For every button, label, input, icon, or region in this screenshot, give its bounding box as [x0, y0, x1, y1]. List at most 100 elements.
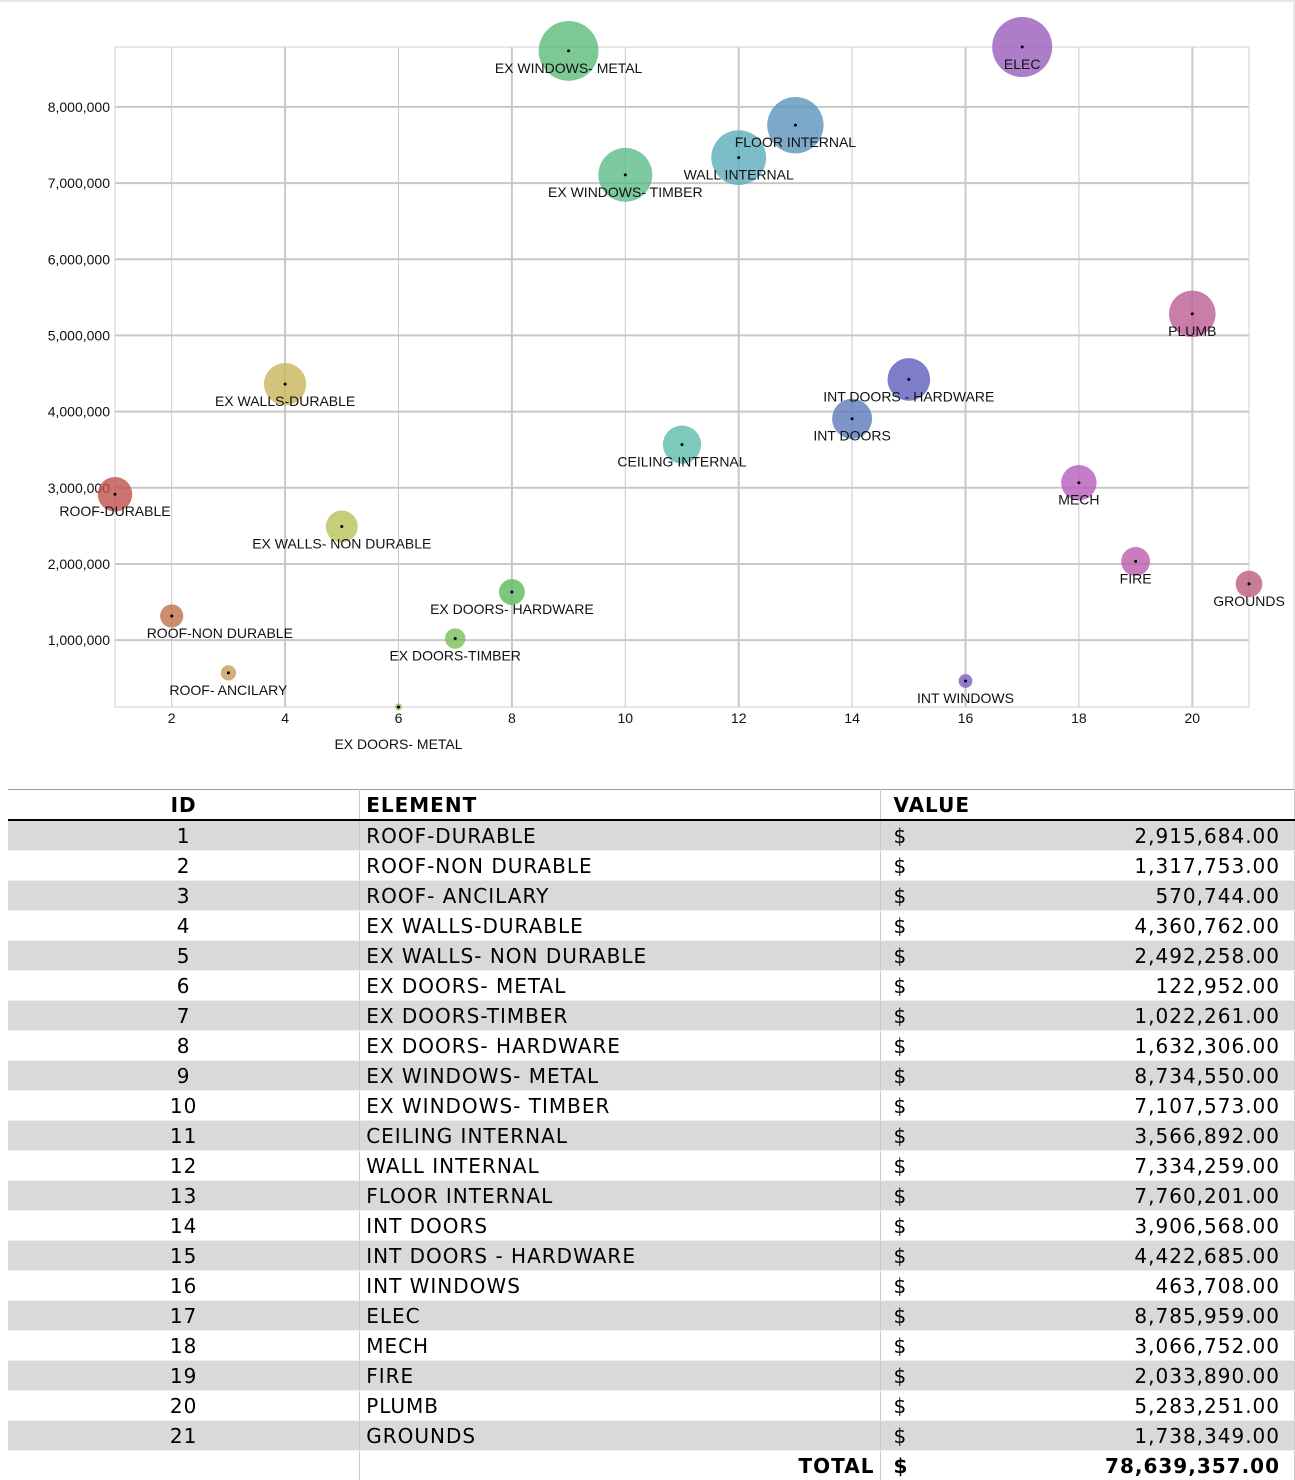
- cell-currency[interactable]: $: [881, 911, 970, 941]
- cell-value[interactable]: 1,317,753.00: [970, 851, 1295, 881]
- cell-currency[interactable]: $: [881, 1091, 970, 1121]
- cell-element[interactable]: GROUNDS: [360, 1421, 881, 1451]
- cell-value[interactable]: 463,708.00: [970, 1271, 1295, 1301]
- cell-value[interactable]: 1,022,261.00: [970, 1001, 1295, 1031]
- cell-currency[interactable]: $: [881, 971, 970, 1001]
- cell-id[interactable]: 5: [8, 941, 360, 971]
- cell-value[interactable]: 8,734,550.00: [970, 1061, 1295, 1091]
- cell-currency[interactable]: $: [881, 1031, 970, 1061]
- cell-id[interactable]: 16: [8, 1271, 360, 1301]
- cell-currency[interactable]: $: [881, 941, 970, 971]
- bubble-center-dot: [227, 671, 230, 674]
- cell-id[interactable]: 18: [8, 1331, 360, 1361]
- cell-id[interactable]: 15: [8, 1241, 360, 1271]
- cell-currency[interactable]: $: [881, 1121, 970, 1151]
- cell-id[interactable]: 12: [8, 1151, 360, 1181]
- cell-element[interactable]: ROOF-DURABLE: [360, 820, 881, 851]
- table-row: 21 GROUNDS $ 1,738,349.00: [8, 1421, 1295, 1451]
- cell-id[interactable]: 10: [8, 1091, 360, 1121]
- cell-element[interactable]: FIRE: [360, 1361, 881, 1391]
- cell-id[interactable]: 9: [8, 1061, 360, 1091]
- table-row: 19 FIRE $ 2,033,890.00: [8, 1361, 1295, 1391]
- cell-currency[interactable]: $: [881, 1181, 970, 1211]
- cell-currency[interactable]: $: [881, 1061, 970, 1091]
- cell-element[interactable]: WALL INTERNAL: [360, 1151, 881, 1181]
- cell-value[interactable]: 7,760,201.00: [970, 1181, 1295, 1211]
- cell-value[interactable]: 7,334,259.00: [970, 1151, 1295, 1181]
- cell-element[interactable]: CEILING INTERNAL: [360, 1121, 881, 1151]
- cell-value[interactable]: 4,360,762.00: [970, 911, 1295, 941]
- cell-element[interactable]: EX DOORS- METAL: [360, 971, 881, 1001]
- cell-currency[interactable]: $: [881, 881, 970, 911]
- cell-element[interactable]: PLUMB: [360, 1391, 881, 1421]
- header-id[interactable]: ID: [8, 790, 360, 821]
- cell-element[interactable]: INT DOORS - HARDWARE: [360, 1241, 881, 1271]
- cell-element[interactable]: EX WALLS- NON DURABLE: [360, 941, 881, 971]
- cell-currency[interactable]: $: [881, 820, 970, 851]
- cell-element[interactable]: EX WALLS-DURABLE: [360, 911, 881, 941]
- bubble-chart: 1,000,0002,000,0003,000,0004,000,0005,00…: [0, 0, 1295, 760]
- bubble-center-dot: [284, 383, 287, 386]
- cell-element[interactable]: FLOOR INTERNAL: [360, 1181, 881, 1211]
- cell-value[interactable]: 2,492,258.00: [970, 941, 1295, 971]
- cell-currency[interactable]: $: [881, 1331, 970, 1361]
- cell-value[interactable]: 3,906,568.00: [970, 1211, 1295, 1241]
- cell-value[interactable]: 2,915,684.00: [970, 820, 1295, 851]
- cell-element[interactable]: EX DOORS-TIMBER: [360, 1001, 881, 1031]
- total-value[interactable]: 78,639,357.00: [970, 1451, 1295, 1480]
- bubble-center-dot: [964, 680, 967, 683]
- cell-element[interactable]: INT DOORS: [360, 1211, 881, 1241]
- cell-id[interactable]: 6: [8, 971, 360, 1001]
- total-currency[interactable]: $: [881, 1451, 970, 1480]
- cell-value[interactable]: 8,785,959.00: [970, 1301, 1295, 1331]
- cell-currency[interactable]: $: [881, 1301, 970, 1331]
- cell-element[interactable]: EX DOORS- HARDWARE: [360, 1031, 881, 1061]
- cell-id[interactable]: 20: [8, 1391, 360, 1421]
- total-label[interactable]: TOTAL: [360, 1451, 881, 1480]
- cell-element[interactable]: MECH: [360, 1331, 881, 1361]
- cell-value[interactable]: 5,283,251.00: [970, 1391, 1295, 1421]
- cell-currency[interactable]: $: [881, 1391, 970, 1421]
- cell-id[interactable]: 2: [8, 851, 360, 881]
- cell-value[interactable]: 2,033,890.00: [970, 1361, 1295, 1391]
- cell-element[interactable]: ROOF-NON DURABLE: [360, 851, 881, 881]
- cell-value[interactable]: 3,066,752.00: [970, 1331, 1295, 1361]
- cell-id[interactable]: 13: [8, 1181, 360, 1211]
- cell-id[interactable]: 4: [8, 911, 360, 941]
- header-value[interactable]: VALUE: [881, 790, 970, 821]
- cell-currency[interactable]: $: [881, 1211, 970, 1241]
- cell-currency[interactable]: $: [881, 1151, 970, 1181]
- cell-id[interactable]: 3: [8, 881, 360, 911]
- header-value-blank[interactable]: [970, 790, 1295, 821]
- cell-id[interactable]: 19: [8, 1361, 360, 1391]
- cell-id[interactable]: 17: [8, 1301, 360, 1331]
- cell-currency[interactable]: $: [881, 1421, 970, 1451]
- y-tick-label: 2,000,000: [48, 556, 110, 572]
- cell-id[interactable]: 11: [8, 1121, 360, 1151]
- cell-value[interactable]: 7,107,573.00: [970, 1091, 1295, 1121]
- cell-id[interactable]: 7: [8, 1001, 360, 1031]
- cell-element[interactable]: EX WINDOWS- METAL: [360, 1061, 881, 1091]
- cell-id[interactable]: 8: [8, 1031, 360, 1061]
- y-tick-label: 6,000,000: [48, 251, 110, 267]
- cell-currency[interactable]: $: [881, 1271, 970, 1301]
- cell-value[interactable]: 1,632,306.00: [970, 1031, 1295, 1061]
- cell-value[interactable]: 570,744.00: [970, 881, 1295, 911]
- cell-id[interactable]: 1: [8, 820, 360, 851]
- cell-blank[interactable]: [8, 1451, 360, 1480]
- cell-element[interactable]: ROOF- ANCILARY: [360, 881, 881, 911]
- cell-currency[interactable]: $: [881, 1001, 970, 1031]
- cell-currency[interactable]: $: [881, 1361, 970, 1391]
- cell-currency[interactable]: $: [881, 1241, 970, 1271]
- cell-id[interactable]: 14: [8, 1211, 360, 1241]
- cell-element[interactable]: EX WINDOWS- TIMBER: [360, 1091, 881, 1121]
- cell-value[interactable]: 3,566,892.00: [970, 1121, 1295, 1151]
- cell-currency[interactable]: $: [881, 851, 970, 881]
- header-element[interactable]: ELEMENT: [360, 790, 881, 821]
- cell-id[interactable]: 21: [8, 1421, 360, 1451]
- cell-element[interactable]: ELEC: [360, 1301, 881, 1331]
- cell-value[interactable]: 122,952.00: [970, 971, 1295, 1001]
- cell-value[interactable]: 1,738,349.00: [970, 1421, 1295, 1451]
- cell-element[interactable]: INT WINDOWS: [360, 1271, 881, 1301]
- cell-value[interactable]: 4,422,685.00: [970, 1241, 1295, 1271]
